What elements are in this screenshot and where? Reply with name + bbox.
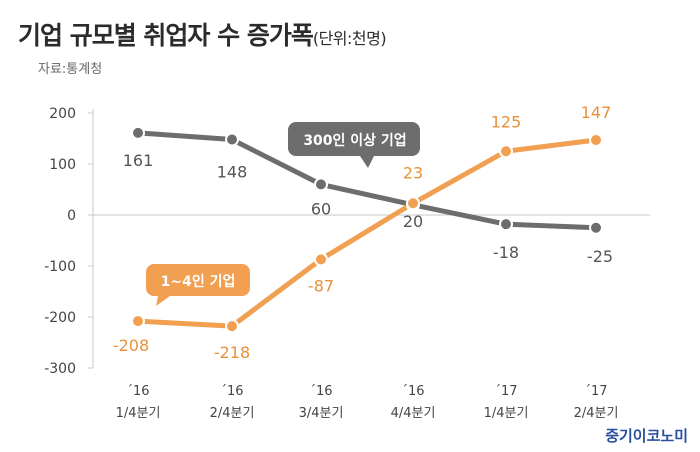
y-tick-label: 0	[67, 208, 76, 224]
x-tick-label-year: ´16	[401, 384, 424, 399]
unit-label: (단위:천명)	[312, 29, 387, 48]
series-callout-label: 300인 이상 기업	[303, 132, 406, 149]
data-label: -18	[493, 243, 519, 262]
data-point	[589, 220, 603, 235]
data-point	[314, 177, 328, 192]
x-tick-label-year: ´17	[584, 384, 607, 399]
series-callout-bubble	[146, 264, 250, 306]
data-label: 147	[581, 103, 612, 122]
x-tick-label-quarter: 2/4분기	[574, 406, 619, 421]
data-point	[131, 314, 145, 329]
x-tick-label-year: ´16	[220, 384, 243, 399]
x-tick-label-year: ´17	[494, 384, 517, 399]
brand-logo: 중기이코노미	[605, 427, 688, 445]
series-line	[135, 130, 599, 231]
y-tick-label: -100	[44, 259, 76, 275]
x-tick-label-quarter: 2/4분기	[210, 406, 255, 421]
data-point	[314, 252, 328, 267]
data-point	[225, 319, 239, 334]
data-label: 125	[491, 112, 522, 131]
data-label: 161	[123, 151, 154, 170]
x-tick-label-quarter: 3/4분기	[299, 406, 344, 421]
data-point	[589, 133, 603, 148]
x-tick-label-quarter: 4/4분기	[391, 406, 436, 421]
data-label: -25	[587, 247, 613, 266]
y-tick-label: -300	[44, 361, 76, 377]
series-callout-label: 1~4인 기업	[161, 273, 236, 290]
data-label: 148	[217, 163, 248, 182]
data-label: 23	[403, 163, 423, 182]
series-callout-bubble	[288, 122, 420, 168]
y-tick-label: 200	[49, 106, 76, 122]
data-point	[225, 132, 239, 147]
x-tick-label-year: ´16	[126, 384, 149, 399]
chart-title: 기업 규모별 취업자 수 증가폭(단위:천명)	[18, 16, 387, 52]
title-text: 기업 규모별 취업자 수 증가폭	[18, 21, 314, 50]
data-label: -208	[113, 336, 149, 355]
data-label: -87	[308, 276, 334, 295]
data-point	[499, 144, 513, 159]
data-label: -218	[214, 343, 250, 362]
y-tick-label: 100	[49, 157, 76, 173]
series-line	[135, 137, 599, 329]
data-label: 20	[403, 212, 423, 231]
data-label: 60	[311, 199, 331, 218]
data-point	[499, 217, 513, 232]
x-tick-label-year: ´16	[309, 384, 332, 399]
x-tick-label-quarter: 1/4분기	[116, 406, 161, 421]
x-tick-label-quarter: 1/4분기	[484, 406, 529, 421]
y-tick-label: -200	[44, 310, 76, 326]
data-point	[406, 196, 420, 211]
source-label: 자료:통계청	[38, 62, 103, 77]
data-point	[131, 125, 145, 140]
